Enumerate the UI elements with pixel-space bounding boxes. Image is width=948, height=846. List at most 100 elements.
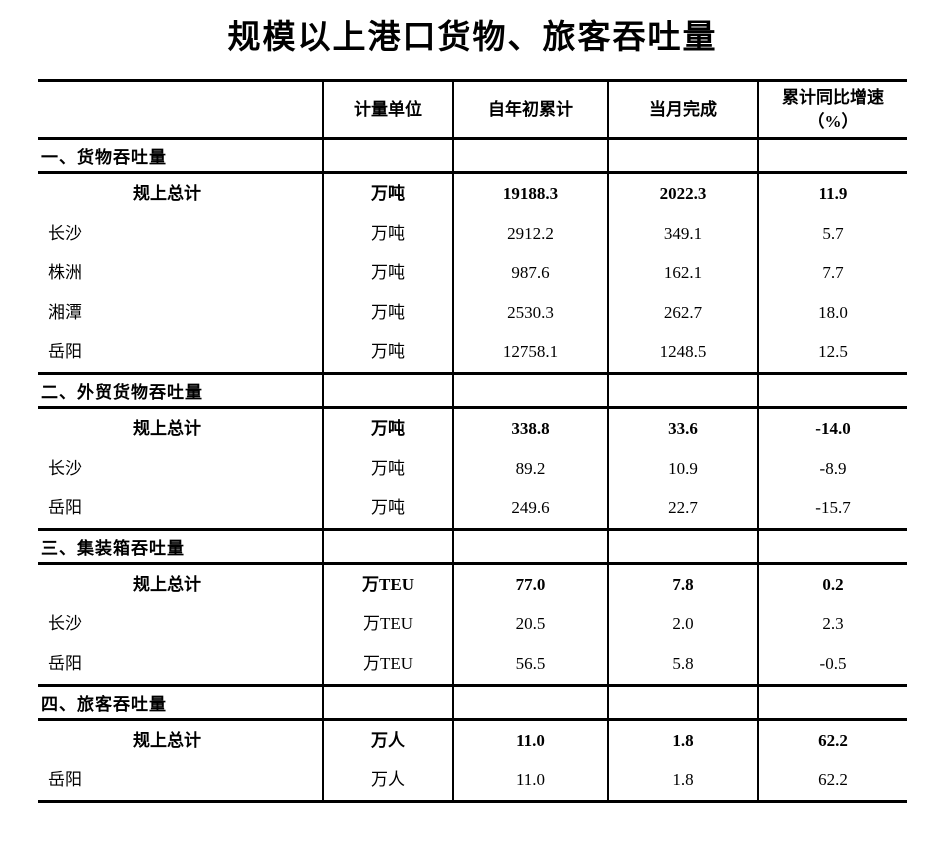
data-block-passenger: 规上总计 岳阳 万人 万人 11.0 11.0 1.8 1.8 62.2 62.… [38,719,907,802]
unit-cell: 万人 万人 [322,719,453,802]
growth-value: 62.2 [818,730,848,750]
ytd-value: 12758.1 [502,342,559,362]
month-value: 1.8 [672,730,694,750]
ytd-value: 20.5 [515,614,546,634]
month-value: 349.1 [663,223,703,243]
growth-value: 2.3 [822,614,844,634]
ytd-cell: 338.8 89.2 249.6 [452,407,608,530]
unit-value: 万人 [371,730,405,750]
section-row-cargo: 一、货物吞吐量 [38,138,907,173]
growth-value: -8.9 [819,458,847,478]
month-value: 33.6 [668,418,698,438]
unit-value: 万吨 [371,342,405,362]
section-title: 一、货物吞吐量 [41,148,167,167]
document-page: 规模以上港口货物、旅客吞吐量 计量单位 自年初累计 当月完成 累计同比增速 （%… [0,16,948,846]
header-unit: 计量单位 [322,80,453,139]
month-value: 1.8 [672,770,694,790]
indicator-label: 规上总计 [133,574,201,594]
indicator-label: 岳阳 [48,653,82,673]
indicator-cell: 规上总计 长沙 岳阳 [38,407,323,529]
indicator-label: 株洲 [48,263,82,283]
ytd-value: 11.0 [515,770,546,790]
month-cell: 1.8 1.8 [607,719,758,802]
month-value: 2.0 [672,614,694,634]
header-growth: 累计同比增速 （%） [757,80,907,139]
table-header-row: 计量单位 自年初累计 当月完成 累计同比增速 （%） [38,80,907,139]
unit-value: 万吨 [371,184,405,203]
growth-value: -15.7 [815,498,851,518]
ytd-cell: 19188.3 2912.2 987.6 2530.3 12758.1 [452,172,608,374]
month-value: 2022.3 [659,184,707,203]
month-value: 10.9 [668,458,698,478]
indicator-cell: 规上总计 岳阳 [38,719,323,801]
empty-cell [757,685,907,720]
growth-value: 7.7 [822,263,844,283]
ytd-value: 11.0 [516,730,545,750]
ytd-value: 2912.2 [507,223,554,243]
empty-cell [607,529,758,564]
ytd-cell: 11.0 11.0 [452,719,608,802]
growth-value: -14.0 [815,418,851,438]
unit-value: 万吨 [371,498,405,518]
ytd-value: 89.2 [515,458,546,478]
month-cell: 7.8 2.0 5.8 [607,563,758,686]
empty-cell [757,373,907,408]
header-growth-line2: （%） [807,111,859,131]
month-cell: 2022.3 349.1 162.1 262.7 1248.5 [607,172,758,374]
empty-cell [452,685,608,720]
indicator-label: 岳阳 [48,498,82,518]
unit-value: 万TEU [362,574,414,594]
section-title: 四、旅客吞吐量 [41,694,167,714]
month-cell: 33.6 10.9 22.7 [607,407,758,530]
empty-cell [757,529,907,564]
ytd-value: 19188.3 [502,184,559,203]
unit-value: 万TEU [362,614,414,634]
data-block-cargo: 规上总计 长沙 株洲 湘潭 岳阳 万吨 万吨 万吨 万吨 万吨 19188.3 … [38,172,907,374]
indicator-label: 规上总计 [133,418,201,438]
empty-cell [452,138,608,173]
section-row-passenger: 四、旅客吞吐量 [38,685,907,720]
unit-value: 万吨 [371,263,405,283]
indicator-label: 湘潭 [48,302,82,322]
indicator-label: 长沙 [48,614,82,634]
month-value: 262.7 [663,302,703,322]
header-month: 当月完成 [607,80,758,139]
month-value: 5.8 [672,653,694,673]
month-value: 7.8 [672,574,694,594]
ytd-value: 56.5 [515,653,546,673]
unit-value: 万TEU [362,653,414,673]
growth-value: 11.9 [818,184,848,203]
month-value: 1248.5 [659,342,707,362]
empty-cell [322,373,453,408]
growth-value: -0.5 [819,653,847,673]
throughput-table: 计量单位 自年初累计 当月完成 累计同比增速 （%） 一、货物吞吐量 规上总计 … [38,79,907,803]
month-value: 22.7 [668,498,698,518]
growth-cell: 62.2 62.2 [757,719,907,802]
ytd-value: 2530.3 [507,302,554,322]
page-title: 规模以上港口货物、旅客吞吐量 [227,20,718,56]
section-row-foreign-trade: 二、外贸货物吞吐量 [38,373,907,408]
indicator-label: 岳阳 [48,770,82,790]
month-value: 162.1 [663,263,703,283]
unit-value: 万吨 [371,418,405,438]
indicator-label: 长沙 [48,458,82,478]
empty-cell [757,138,907,173]
growth-cell: 0.2 2.3 -0.5 [757,563,907,686]
growth-cell: -14.0 -8.9 -15.7 [757,407,907,530]
section-title: 二、外贸货物吞吐量 [41,382,203,402]
section-row-container: 三、集装箱吞吐量 [38,529,907,564]
unit-cell: 万吨 万吨 万吨 万吨 万吨 [322,172,453,374]
empty-cell [607,685,758,720]
indicator-cell: 规上总计 长沙 株洲 湘潭 岳阳 [38,173,323,374]
growth-value: 12.5 [818,342,848,362]
unit-cell: 万TEU 万TEU 万TEU [322,563,453,686]
empty-cell [322,529,453,564]
empty-cell [452,529,608,564]
empty-cell [322,685,453,720]
unit-value: 万吨 [371,223,405,243]
ytd-cell: 77.0 20.5 56.5 [452,563,608,686]
growth-value: 62.2 [818,770,848,790]
header-ytd: 自年初累计 [452,80,608,139]
growth-cell: 11.9 5.7 7.7 18.0 12.5 [757,172,907,374]
ytd-value: 249.6 [511,498,550,518]
